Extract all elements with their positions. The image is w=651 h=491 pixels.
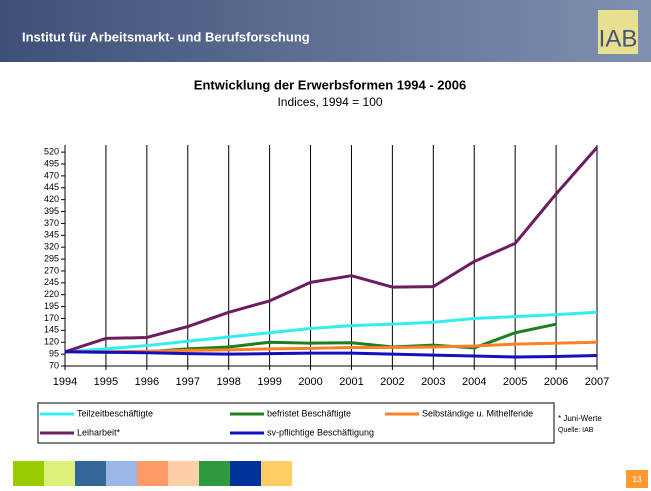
x-tick-label: 1997 xyxy=(176,376,200,388)
x-tick-label: 2002 xyxy=(380,376,404,388)
y-tick-label: 345 xyxy=(44,230,59,240)
series-line xyxy=(64,350,598,359)
note: * Juni-Werte xyxy=(558,414,602,423)
square xyxy=(13,461,44,486)
x-tick-label: 1995 xyxy=(94,376,118,388)
y-tick-label: 145 xyxy=(44,325,59,335)
x-tick-label: 1999 xyxy=(257,376,281,388)
square xyxy=(199,461,230,486)
series-line xyxy=(64,310,598,354)
y-tick-label: 370 xyxy=(44,218,59,228)
legend-label: Selbständige u. Mithelfende xyxy=(422,408,533,418)
y-tick-label: 195 xyxy=(44,301,59,311)
y-tick-label: 395 xyxy=(44,206,59,216)
x-tick-label: 2007 xyxy=(585,376,609,388)
legend-label: Leiharbeit* xyxy=(77,427,121,437)
page-number: 13 xyxy=(633,475,642,484)
page-box xyxy=(626,470,648,488)
square xyxy=(44,461,75,486)
legend-box xyxy=(37,402,555,444)
header-bar xyxy=(0,0,651,62)
legend-label: Teilzeitbeschäftigte xyxy=(77,408,153,418)
y-tick-label: 70 xyxy=(49,360,59,370)
header-title: Institut für Arbeitsmarkt- und Berufsfor… xyxy=(22,29,310,44)
chart-subtitle: Indices, 1994 = 100 xyxy=(277,95,382,109)
x-tick-label: 2003 xyxy=(421,376,445,388)
series-line xyxy=(64,146,599,354)
y-tick-label: 270 xyxy=(44,265,59,275)
y-tick-label: 420 xyxy=(44,194,59,204)
y-tick-label: 220 xyxy=(44,289,59,299)
square xyxy=(261,461,292,486)
y-tick-label: 120 xyxy=(44,337,59,347)
x-tick-label: 1994 xyxy=(53,376,77,388)
logo: IAB xyxy=(599,25,638,52)
legend-label: sv-pflichtige Beschäftigung xyxy=(267,427,374,437)
chart-title: Entwicklung der Erwerbsformen 1994 - 200… xyxy=(194,77,466,92)
x-tick-label: 2004 xyxy=(462,376,486,388)
square xyxy=(230,461,261,486)
y-tick-label: 245 xyxy=(44,277,59,287)
square xyxy=(137,461,168,486)
source: Quelle: IAB xyxy=(558,427,594,434)
y-tick-label: 520 xyxy=(44,147,59,157)
square xyxy=(106,461,137,486)
square xyxy=(75,461,106,486)
series-line xyxy=(65,340,598,354)
footer-squares xyxy=(13,461,292,486)
x-tick-label: 2000 xyxy=(298,376,322,388)
y-tick-label: 295 xyxy=(44,253,59,263)
logo-bg xyxy=(598,10,638,54)
y-tick-label: 495 xyxy=(44,158,59,168)
y-tick-label: 445 xyxy=(44,182,59,192)
square xyxy=(168,461,199,486)
x-tick-label: 2006 xyxy=(544,376,568,388)
x-tick-label: 1998 xyxy=(216,376,240,388)
y-tick-label: 95 xyxy=(49,348,59,358)
x-tick-label: 2005 xyxy=(503,376,527,388)
legend-label: befristet Beschäftigte xyxy=(267,408,351,418)
y-tick-label: 320 xyxy=(44,242,59,252)
x-tick-label: 1996 xyxy=(135,376,159,388)
y-tick-label: 470 xyxy=(44,170,59,180)
y-tick-label: 170 xyxy=(44,313,59,323)
x-tick-label: 2001 xyxy=(339,376,363,388)
